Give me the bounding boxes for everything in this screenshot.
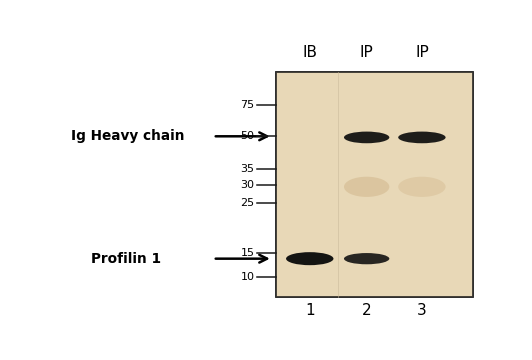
Text: 1: 1 — [305, 303, 314, 318]
Text: IP: IP — [360, 45, 373, 60]
Text: 3: 3 — [417, 303, 427, 318]
FancyBboxPatch shape — [276, 72, 472, 297]
Ellipse shape — [398, 177, 446, 197]
Ellipse shape — [344, 253, 389, 264]
Ellipse shape — [286, 252, 334, 265]
Ellipse shape — [344, 177, 389, 197]
Text: IB: IB — [302, 45, 317, 60]
Text: 25: 25 — [240, 198, 254, 207]
Text: IP: IP — [415, 45, 429, 60]
Text: Ig Heavy chain: Ig Heavy chain — [71, 129, 184, 143]
Text: 50: 50 — [240, 131, 254, 141]
Text: Profilin 1: Profilin 1 — [92, 252, 161, 266]
Text: 35: 35 — [240, 164, 254, 174]
Ellipse shape — [398, 132, 446, 143]
Text: 2: 2 — [362, 303, 371, 318]
Text: 10: 10 — [240, 272, 254, 282]
Text: 15: 15 — [240, 248, 254, 258]
Text: 75: 75 — [240, 100, 254, 110]
Ellipse shape — [344, 132, 389, 143]
Text: 30: 30 — [240, 180, 254, 190]
